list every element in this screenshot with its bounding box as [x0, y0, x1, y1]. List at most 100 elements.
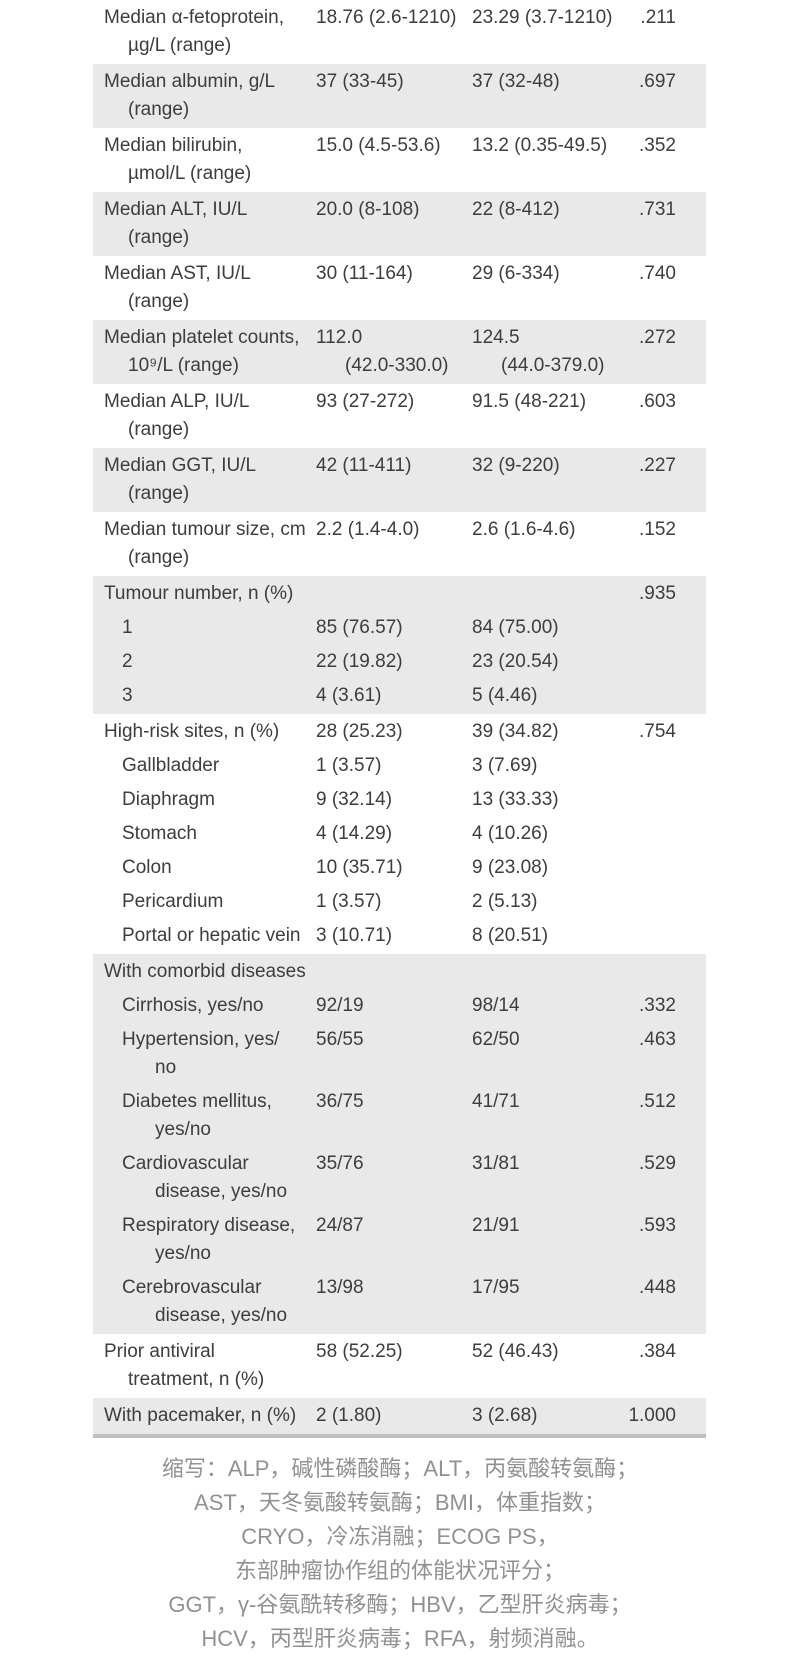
- table-row: Median albumin, g/L (range) 37 (33-45) 37 …: [93, 68, 706, 124]
- row-label: With pacemaker, n (%): [104, 1405, 297, 1426]
- group2-value: 98/14: [472, 995, 520, 1016]
- group1-value: [305, 580, 461, 608]
- row-label: Diaphragm: [122, 789, 215, 810]
- group2-value: 17/95: [472, 1277, 520, 1298]
- row-label: Median albumin, g/L (range): [104, 71, 276, 120]
- table-row: Pericardium 1 (3.57) 2 (5.13): [93, 888, 706, 916]
- p-value: .740: [639, 263, 676, 284]
- p-value: .593: [639, 1215, 676, 1236]
- group1-value: 35/76: [316, 1153, 364, 1174]
- row-label: Stomach: [122, 823, 197, 844]
- table-row: Respiratory disease, yes/no 24/87 21/91 .59…: [93, 1212, 706, 1268]
- group1-value: 1 (3.57): [316, 755, 382, 776]
- table-band: Tumour number, n (%) .935 1 85 (76.57) 84 (7…: [93, 576, 706, 714]
- table-row: Prior antiviral treatment, n (%) 58 (52.2…: [93, 1338, 706, 1394]
- table-row: Median α-fetoprotein, µg/L (range) 18.76 …: [93, 4, 706, 60]
- p-value: .754: [639, 721, 676, 742]
- p-value: .935: [639, 583, 676, 604]
- group1-value: 36/75: [316, 1091, 364, 1112]
- group1-value: 18.76 (2.6-1210): [316, 7, 457, 28]
- table-row: Cerebrovascular disease, yes/no 13/98 17/9…: [93, 1274, 706, 1330]
- table-row: Diabetes mellitus, yes/no 36/75 41/71 .512: [93, 1088, 706, 1144]
- abbreviations-footnote: 缩写：ALP，碱性磷酸酶；ALT，丙氨酸转氨酶； AST，天冬氨酸转氨酶；BMI…: [161, 1456, 639, 1651]
- row-label: 2: [122, 651, 133, 672]
- group1-value: 3 (10.71): [316, 925, 393, 946]
- row-label: Median bilirubin, µmol/L (range): [104, 135, 252, 184]
- table-band: Median AST, IU/L (range) 30 (11-164) 29 (6…: [93, 256, 706, 320]
- p-value: .272: [639, 327, 676, 348]
- group1-value: 10 (35.71): [316, 857, 403, 878]
- table-row: Cirrhosis, yes/no 92/19 98/14 .332: [93, 992, 706, 1020]
- table-row: Median ALT, IU/L (range) 20.0 (8-108) 22 (…: [93, 196, 706, 252]
- group1-value: 92/19: [316, 995, 364, 1016]
- group1-value: 4 (14.29): [316, 823, 393, 844]
- row-label: 3: [122, 685, 133, 706]
- table-row: Median GGT, IU/L (range) 42 (11-411) 32 (9…: [93, 452, 706, 508]
- row-label: Tumour number, n (%): [104, 583, 294, 604]
- group2-value: 13.2 (0.35-49.5): [472, 135, 608, 156]
- table-band: Prior antiviral treatment, n (%) 58 (52.2…: [93, 1334, 706, 1398]
- table-row: Median AST, IU/L (range) 30 (11-164) 29 (6…: [93, 260, 706, 316]
- row-label: Median GGT, IU/L (range): [104, 455, 257, 504]
- group2-value: 23 (20.54): [472, 651, 559, 672]
- p-value: [617, 682, 706, 710]
- row-label: Respiratory disease, yes/no: [122, 1215, 296, 1264]
- p-value: [617, 888, 706, 916]
- group1-value: 93 (27-272): [316, 391, 415, 412]
- group1-value: 28 (25.23): [316, 721, 403, 742]
- group2-value: [461, 580, 617, 608]
- row-label: Diabetes mellitus, yes/no: [122, 1091, 272, 1140]
- group1-value: 42 (11-411): [316, 455, 412, 476]
- group1-value: 15.0 (4.5-53.6): [316, 135, 441, 156]
- p-value: [617, 854, 706, 882]
- p-value: .529: [639, 1153, 676, 1174]
- group2-value: 29 (6-334): [472, 263, 560, 284]
- group2-value: 23.29 (3.7-1210): [472, 7, 613, 28]
- p-value: [617, 820, 706, 848]
- row-label: Median α-fetoprotein, µg/L (range): [104, 7, 284, 56]
- table-row: Colon 10 (35.71) 9 (23.08): [93, 854, 706, 882]
- group2-value: 84 (75.00): [472, 617, 559, 638]
- group2-value: 21/91: [472, 1215, 520, 1236]
- group1-value: 112.0 (42.0-330.0): [316, 327, 449, 376]
- group2-value: 31/81: [472, 1153, 520, 1174]
- table-row: Median platelet counts, 10⁹/L (range) 112…: [93, 324, 706, 380]
- row-label: Median AST, IU/L (range): [104, 263, 251, 312]
- group1-value: 9 (32.14): [316, 789, 393, 810]
- row-label: Median ALP, IU/L (range): [104, 391, 250, 440]
- row-label: Colon: [122, 857, 172, 878]
- group2-value: [461, 958, 617, 986]
- group2-value: 13 (33.33): [472, 789, 559, 810]
- row-label: Cerebrovascular disease, yes/no: [122, 1277, 288, 1326]
- row-label: With comorbid diseases: [104, 961, 306, 982]
- group2-value: 9 (23.08): [472, 857, 549, 878]
- table-row: 3 4 (3.61) 5 (4.46): [93, 682, 706, 710]
- group2-value: 22 (8-412): [472, 199, 560, 220]
- row-label: Gallbladder: [122, 755, 220, 776]
- group2-value: 3 (7.69): [472, 755, 538, 776]
- group2-value: 62/50: [472, 1029, 520, 1050]
- table-band: With pacemaker, n (%) 2 (1.80) 3 (2.68) 1.0…: [93, 1398, 706, 1434]
- p-value: [617, 648, 706, 676]
- group1-value: 37 (33-45): [316, 71, 404, 92]
- p-value: [617, 752, 706, 780]
- table-band: Median tumour size, cm (range) 2.2 (1.4-4…: [93, 512, 706, 576]
- group1-value: 85 (76.57): [316, 617, 403, 638]
- row-label: 1: [122, 617, 133, 638]
- group2-value: 32 (9-220): [472, 455, 560, 476]
- table-row: Median ALP, IU/L (range) 93 (27-272) 91.5 …: [93, 388, 706, 444]
- table-row: Gallbladder 1 (3.57) 3 (7.69): [93, 752, 706, 780]
- group2-value: 5 (4.46): [472, 685, 538, 706]
- row-label: Portal or hepatic vein: [122, 925, 301, 946]
- row-label: Hypertension, yes/ no: [122, 1029, 280, 1078]
- group1-value: 56/55: [316, 1029, 364, 1050]
- p-value: .603: [639, 391, 676, 412]
- group2-value: 52 (46.43): [472, 1341, 559, 1362]
- table-row: Median tumour size, cm (range) 2.2 (1.4-4…: [93, 516, 706, 572]
- table-band: Median albumin, g/L (range) 37 (33-45) 37 …: [93, 64, 706, 128]
- table-band: Median ALT, IU/L (range) 20.0 (8-108) 22 (…: [93, 192, 706, 256]
- stats-table: Median α-fetoprotein, µg/L (range) 18.76 …: [93, 0, 706, 1434]
- table-row: Cardiovascular disease, yes/no 35/76 31/81…: [93, 1150, 706, 1206]
- row-label: Pericardium: [122, 891, 224, 912]
